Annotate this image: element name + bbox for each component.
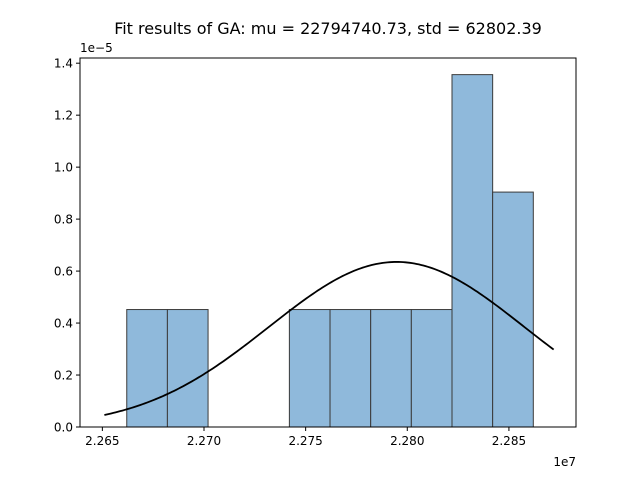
y-tick-label: 1.0 bbox=[54, 161, 73, 175]
x-tick-label: 2.270 bbox=[187, 434, 221, 448]
histogram-bar-8 bbox=[492, 191, 534, 428]
histogram-bar-3 bbox=[288, 309, 331, 428]
plot-frame bbox=[79, 57, 577, 428]
bars-layer bbox=[126, 74, 534, 428]
y-tick-label: 1.4 bbox=[54, 57, 73, 71]
histogram-bar-6 bbox=[410, 309, 453, 428]
chart-title: Fit results of GA: mu = 22794740.73, std… bbox=[114, 19, 542, 38]
x-offset-label: 1e7 bbox=[553, 455, 576, 469]
histogram-bar-2 bbox=[166, 309, 209, 428]
y-tick-label: 0.2 bbox=[54, 369, 73, 383]
y-tick-label: 0.8 bbox=[54, 213, 73, 227]
y-tick-label: 0.0 bbox=[54, 421, 73, 435]
x-axis: 2.265 2.270 2.275 2.280 2.285 bbox=[85, 427, 526, 448]
histogram-bar-5 bbox=[370, 309, 412, 428]
x-tick-label: 2.280 bbox=[390, 434, 424, 448]
histogram-bar-4 bbox=[329, 309, 372, 428]
histogram-bar-7 bbox=[451, 74, 494, 428]
y-offset-label: 1e−5 bbox=[80, 41, 113, 55]
fit-curve-line bbox=[104, 261, 555, 416]
histogram-bar-1 bbox=[126, 309, 168, 428]
fit-curve-layer bbox=[104, 261, 555, 416]
x-tick-label: 2.285 bbox=[492, 434, 526, 448]
y-tick-label: 0.6 bbox=[54, 265, 73, 279]
x-tick-label: 2.275 bbox=[288, 434, 322, 448]
y-tick-label: 1.2 bbox=[54, 109, 73, 123]
y-tick-label: 0.4 bbox=[54, 317, 73, 331]
x-tick-label: 2.265 bbox=[85, 434, 119, 448]
y-axis: 0.0 0.2 0.4 0.6 0.8 1.0 1.2 1.4 bbox=[54, 57, 80, 435]
